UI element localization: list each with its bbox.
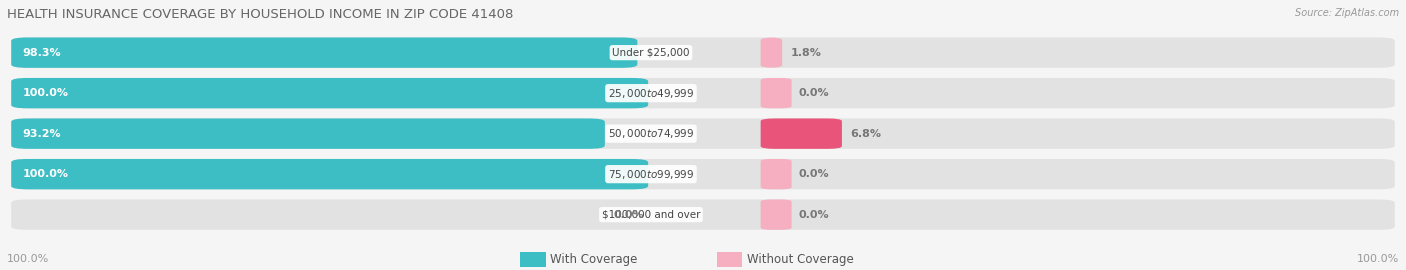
FancyBboxPatch shape xyxy=(520,252,546,267)
Text: Without Coverage: Without Coverage xyxy=(747,253,853,266)
Text: 1.8%: 1.8% xyxy=(790,48,821,58)
FancyBboxPatch shape xyxy=(717,252,742,267)
FancyBboxPatch shape xyxy=(11,38,637,68)
FancyBboxPatch shape xyxy=(761,119,842,149)
Text: 6.8%: 6.8% xyxy=(851,129,882,139)
Text: 0.0%: 0.0% xyxy=(799,88,830,98)
FancyBboxPatch shape xyxy=(761,78,792,108)
Text: $75,000 to $99,999: $75,000 to $99,999 xyxy=(607,168,695,181)
Text: $50,000 to $74,999: $50,000 to $74,999 xyxy=(607,127,695,140)
FancyBboxPatch shape xyxy=(11,119,605,149)
Text: $100,000 and over: $100,000 and over xyxy=(602,210,700,220)
FancyBboxPatch shape xyxy=(11,159,1395,189)
Text: With Coverage: With Coverage xyxy=(550,253,637,266)
FancyBboxPatch shape xyxy=(11,78,1395,108)
Text: 0.0%: 0.0% xyxy=(799,169,830,179)
Text: 100.0%: 100.0% xyxy=(7,254,49,264)
Text: 100.0%: 100.0% xyxy=(22,169,69,179)
Text: Source: ZipAtlas.com: Source: ZipAtlas.com xyxy=(1295,8,1399,18)
Text: 98.3%: 98.3% xyxy=(22,48,60,58)
Text: 100.0%: 100.0% xyxy=(22,88,69,98)
FancyBboxPatch shape xyxy=(11,200,1395,230)
FancyBboxPatch shape xyxy=(11,159,648,189)
FancyBboxPatch shape xyxy=(11,119,1395,149)
FancyBboxPatch shape xyxy=(11,78,648,108)
Text: 0.0%: 0.0% xyxy=(613,210,644,220)
FancyBboxPatch shape xyxy=(761,38,782,68)
Text: Under $25,000: Under $25,000 xyxy=(612,48,690,58)
FancyBboxPatch shape xyxy=(11,38,1395,68)
Text: 93.2%: 93.2% xyxy=(22,129,60,139)
Text: 100.0%: 100.0% xyxy=(1357,254,1399,264)
Text: $25,000 to $49,999: $25,000 to $49,999 xyxy=(607,87,695,100)
Text: 0.0%: 0.0% xyxy=(799,210,830,220)
FancyBboxPatch shape xyxy=(761,200,792,230)
FancyBboxPatch shape xyxy=(761,159,792,189)
Text: HEALTH INSURANCE COVERAGE BY HOUSEHOLD INCOME IN ZIP CODE 41408: HEALTH INSURANCE COVERAGE BY HOUSEHOLD I… xyxy=(7,8,513,21)
